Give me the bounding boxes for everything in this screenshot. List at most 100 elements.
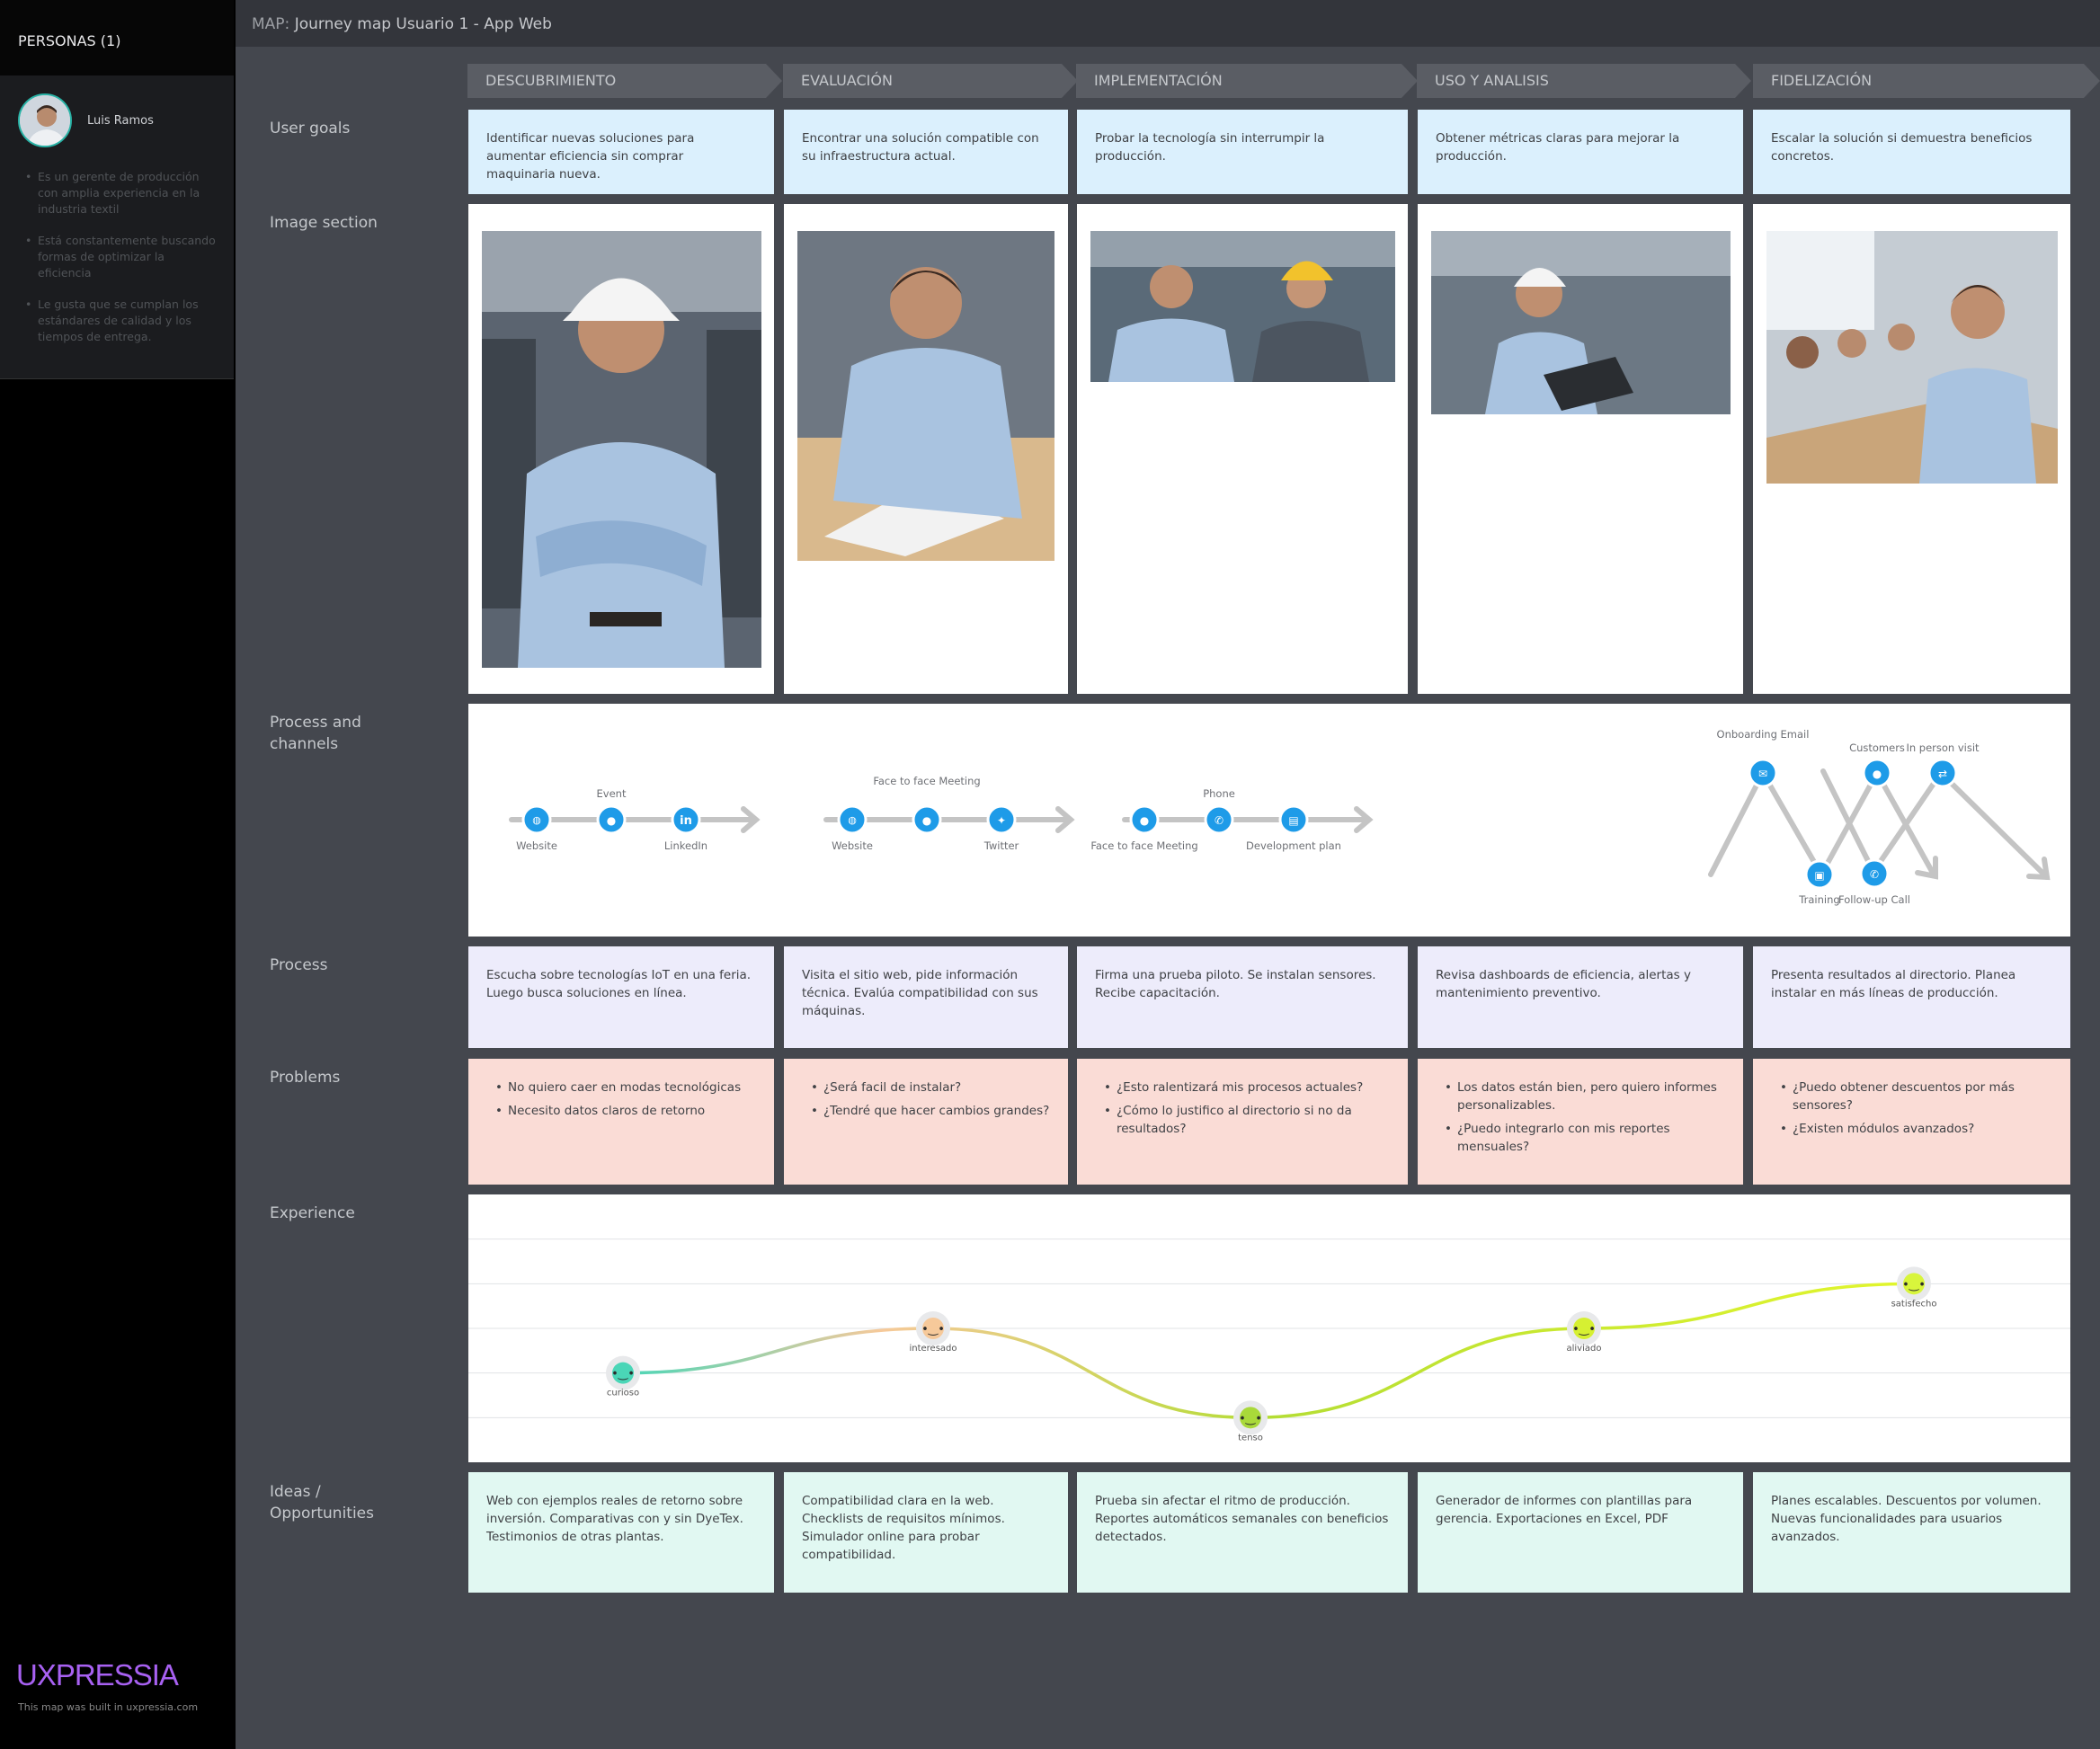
- goal-text: Escalar la solución si demuestra benefic…: [1771, 131, 2033, 164]
- website-icon[interactable]: [521, 804, 552, 835]
- emotion-face-icon: [1903, 1273, 1925, 1295]
- channel-label: Website: [832, 839, 873, 852]
- map-name[interactable]: Journey map Usuario 1 - App Web: [294, 15, 552, 33]
- row-label-images: Image section: [270, 214, 378, 232]
- emotion-face-glyph: •‿•: [921, 1323, 945, 1336]
- svg-text:●: ●: [922, 814, 931, 827]
- idea-text: Web con ejemplos reales de retorno sobre…: [486, 1494, 743, 1544]
- experience-chart: •‿• curioso •‿• interesado •‿• tenso •‿• alivia…: [468, 1239, 2070, 1443]
- emotion-label: satisfecho: [1891, 1299, 1937, 1309]
- goal-card[interactable]: Obtener métricas claras para mejorar la …: [1418, 110, 1743, 194]
- stage-implementacion[interactable]: IMPLEMENTACIÓN: [1076, 64, 1418, 98]
- idea-card[interactable]: Web con ejemplos reales de retorno sobre…: [468, 1472, 774, 1593]
- svg-text:●: ●: [1140, 814, 1149, 827]
- problem-card[interactable]: ¿Esto ralentizará mis procesos actuales?…: [1077, 1059, 1408, 1185]
- meeting-person-icon[interactable]: [912, 804, 942, 835]
- emotion-point[interactable]: •‿• aliviado: [1567, 1311, 1602, 1354]
- in-person-visit-icon[interactable]: [1927, 758, 1958, 788]
- channel-label: Face to face Meeting: [1090, 839, 1197, 852]
- goal-card[interactable]: Escalar la solución si demuestra benefic…: [1753, 110, 2070, 194]
- process-card[interactable]: Presenta resultados al directorio. Plane…: [1753, 946, 2070, 1048]
- problem-item: No quiero caer en modas tecnológicas: [495, 1079, 756, 1096]
- row-label-experience: Experience: [270, 1204, 355, 1222]
- map-prefix: MAP:: [252, 15, 290, 33]
- meeting-person-icon[interactable]: [1129, 804, 1160, 835]
- svg-text:●: ●: [607, 814, 616, 827]
- persona-traits: Es un gerente de producción con amplia e…: [25, 169, 216, 360]
- problem-card[interactable]: ¿Puedo obtener descuentos por más sensor…: [1753, 1059, 2070, 1185]
- training-icon[interactable]: [1804, 859, 1835, 890]
- svg-text:▤: ▤: [1288, 814, 1298, 827]
- phone-icon[interactable]: [1204, 804, 1234, 835]
- map-header: MAP: Journey map Usuario 1 - App Web: [236, 0, 2100, 47]
- channel-label: Onboarding Email: [1717, 728, 1810, 741]
- photo-engineer-signing: [797, 231, 1054, 561]
- problem-card[interactable]: ¿Será facil de instalar? ¿Tendré que hace…: [784, 1059, 1068, 1185]
- emotion-face-icon: [1573, 1318, 1595, 1339]
- idea-card[interactable]: Planes escalables. Descuentos por volume…: [1753, 1472, 2070, 1593]
- emotion-face-glyph: •‿•: [611, 1368, 635, 1381]
- process-text: Presenta resultados al directorio. Plane…: [1771, 968, 2016, 1000]
- idea-card[interactable]: Generador de informes con plantillas par…: [1418, 1472, 1743, 1593]
- problem-item: ¿Tendré que hacer cambios grandes?: [811, 1102, 1050, 1120]
- personas-title: PERSONAS (1): [18, 32, 121, 49]
- goal-text: Encontrar una solución compatible con su…: [802, 131, 1039, 164]
- image-card[interactable]: [1077, 204, 1408, 694]
- photo-two-engineers-talking: [1090, 231, 1395, 382]
- svg-text:⇄: ⇄: [1938, 768, 1947, 780]
- goal-card[interactable]: Probar la tecnología sin interrumpir la …: [1077, 110, 1408, 194]
- brand-logo[interactable]: UXPRESSIA: [16, 1658, 179, 1691]
- stage-uso-analisis[interactable]: USO Y ANALISIS: [1417, 64, 1751, 98]
- channel-label: Event: [597, 787, 627, 800]
- plan-document-icon[interactable]: [1278, 804, 1309, 835]
- website-icon[interactable]: [837, 804, 868, 835]
- emotion-point[interactable]: •‿• tenso: [1233, 1400, 1268, 1443]
- emotion-face-icon: [1240, 1407, 1261, 1429]
- process-text: Visita el sitio web, pide información té…: [802, 968, 1038, 1018]
- process-card[interactable]: Visita el sitio web, pide información té…: [784, 946, 1068, 1048]
- svg-text:◍: ◍: [848, 814, 857, 826]
- process-card[interactable]: Firma una prueba piloto. Se instalan sen…: [1077, 946, 1408, 1048]
- emotion-face-glyph: •‿•: [1902, 1278, 1926, 1292]
- problem-card[interactable]: Los datos están bien, pero quiero inform…: [1418, 1059, 1743, 1185]
- photo-engineer-arms-crossed: [482, 231, 761, 668]
- image-card[interactable]: [784, 204, 1068, 694]
- email-icon[interactable]: [1748, 758, 1778, 788]
- process-card[interactable]: Escucha sobre tecnologías IoT en una fer…: [468, 946, 774, 1048]
- channel-arrowhead: [1915, 856, 1938, 880]
- stage-fidelizacion[interactable]: FIDELIZACIÓN: [1753, 64, 2100, 98]
- process-text: Escucha sobre tecnologías IoT en una fer…: [486, 968, 752, 1000]
- customers-icon[interactable]: [1862, 758, 1892, 788]
- emotion-point[interactable]: •‿• interesado: [909, 1311, 957, 1354]
- idea-text: Planes escalables. Descuentos por volume…: [1771, 1494, 2042, 1544]
- image-card[interactable]: [1418, 204, 1743, 694]
- emotion-point[interactable]: •‿• satisfecho: [1891, 1266, 1937, 1309]
- follow-up-call-icon[interactable]: [1859, 858, 1890, 889]
- process-card[interactable]: Revisa dashboards de eficiencia, alertas…: [1418, 946, 1743, 1048]
- persona-trait: Es un gerente de producción con amplia e…: [25, 169, 216, 218]
- stage-evaluacion[interactable]: EVALUACIÓN: [783, 64, 1078, 98]
- svg-text:✆: ✆: [1870, 868, 1879, 881]
- idea-card[interactable]: Prueba sin afectar el ritmo de producció…: [1077, 1472, 1408, 1593]
- avatar[interactable]: [18, 93, 72, 147]
- svg-text:◍: ◍: [532, 814, 541, 826]
- emotion-point[interactable]: •‿• curioso: [606, 1355, 640, 1398]
- svg-text:▣: ▣: [1814, 869, 1824, 882]
- image-card[interactable]: [1753, 204, 2070, 694]
- image-card[interactable]: [468, 204, 774, 694]
- event-location-icon[interactable]: [596, 804, 627, 835]
- linkedin-icon[interactable]: [671, 804, 701, 835]
- row-label-process: Process: [270, 956, 328, 974]
- photo-team-meeting: [1766, 231, 2058, 484]
- svg-text:●: ●: [1873, 768, 1882, 780]
- goal-card[interactable]: Encontrar una solución compatible con su…: [784, 110, 1068, 194]
- personas-header[interactable]: PERSONAS (1): [0, 0, 234, 75]
- stage-descubrimiento[interactable]: DESCUBRIMIENTO: [467, 64, 782, 98]
- emotion-face-glyph: •‿•: [1572, 1323, 1596, 1336]
- idea-card[interactable]: Compatibilidad clara en la web. Checklis…: [784, 1472, 1068, 1593]
- goal-card[interactable]: Identificar nuevas soluciones para aumen…: [468, 110, 774, 194]
- persona-card[interactable]: Luis Ramos Es un gerente de producción c…: [0, 75, 234, 379]
- problem-card[interactable]: No quiero caer en modas tecnológicas Nece…: [468, 1059, 774, 1185]
- channel-arrowhead: [1055, 806, 1075, 833]
- twitter-icon[interactable]: [986, 804, 1017, 835]
